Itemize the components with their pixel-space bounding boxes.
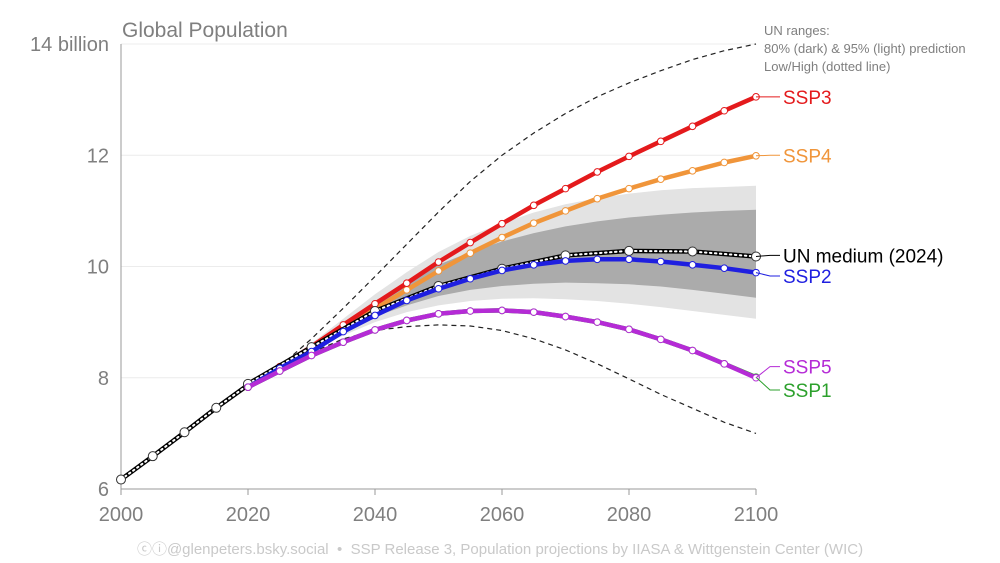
- point-ssp4: [720, 158, 729, 167]
- point-ssp4: [434, 267, 443, 275]
- point-ssp2: [371, 311, 379, 320]
- point-ssp3: [529, 201, 538, 210]
- leader-ssp5: [755, 366, 780, 379]
- series-ssp2: [244, 255, 760, 392]
- point-ssp4: [498, 233, 506, 242]
- point-ssp5: [371, 326, 379, 334]
- point-ssp4: [561, 207, 570, 215]
- point-ssp5: [244, 383, 252, 392]
- point-ssp4: [466, 249, 475, 257]
- series-historical: [116, 379, 253, 485]
- chart-title: Global Population: [122, 19, 288, 42]
- point-ssp4: [656, 175, 665, 183]
- point-ssp2: [498, 266, 506, 275]
- point-ssp5: [498, 306, 506, 315]
- note-line-2: 80% (dark) & 95% (light) prediction: [764, 41, 966, 56]
- point-ssp5: [593, 318, 602, 326]
- x-tick-label: 2060: [480, 504, 525, 526]
- y-tick-label: 6: [98, 479, 109, 501]
- point-historical: [147, 451, 158, 462]
- un-ranges-note: UN ranges: 80% (dark) & 95% (light) pred…: [764, 23, 966, 74]
- point-ssp5: [720, 360, 729, 368]
- point-ssp2: [434, 284, 443, 293]
- x-tick-label: 2020: [226, 504, 271, 526]
- point-ssp5: [561, 312, 570, 321]
- point-ssp4: [402, 286, 411, 294]
- un-low-high-dashed-lines: [279, 43, 757, 434]
- point-ssp5: [625, 325, 633, 334]
- point-ssp2: [656, 257, 665, 266]
- point-ssp5: [275, 367, 284, 375]
- x-tick-label: 2100: [734, 504, 779, 526]
- point-historical: [116, 474, 126, 485]
- point-ssp4: [625, 184, 633, 193]
- point-un-medium-2024: [624, 245, 634, 256]
- note-line-1: UN ranges:: [764, 23, 830, 38]
- point-ssp3: [561, 184, 570, 193]
- note-line-3: Low/High (dotted line): [764, 59, 890, 74]
- point-ssp5: [402, 316, 411, 325]
- point-ssp2: [625, 255, 633, 264]
- point-ssp3: [434, 258, 443, 266]
- point-ssp3: [402, 279, 411, 287]
- point-ssp5: [688, 346, 697, 355]
- point-ssp3: [466, 238, 475, 247]
- point-ssp5: [434, 309, 443, 318]
- footer-credit: ⓒⓘ@glenpeters.bsky.social: [136, 541, 329, 558]
- leader-ssp1: [755, 376, 780, 391]
- series-ssp5: [244, 306, 760, 392]
- point-ssp5: [339, 338, 348, 346]
- point-ssp2: [339, 327, 348, 336]
- point-ssp3: [720, 106, 729, 115]
- point-ssp5: [307, 351, 316, 360]
- point-ssp3: [656, 137, 665, 146]
- footer-source: SSP Release 3, Population projections by…: [350, 541, 864, 558]
- point-ssp4: [529, 219, 538, 227]
- series-ssp3: [244, 93, 760, 392]
- y-tick-label: 10: [87, 257, 109, 279]
- point-ssp5: [466, 307, 475, 315]
- x-tick-label: 2040: [353, 504, 398, 526]
- label-un-medium-2024: UN medium (2024): [783, 246, 944, 267]
- label-ssp1: SSP1: [783, 381, 832, 402]
- y-tick-label: 14 billion: [30, 34, 109, 56]
- point-ssp2: [402, 296, 411, 305]
- un-low-line: [279, 324, 757, 434]
- x-tick-label: 2000: [99, 504, 144, 526]
- leader-un-medium-2024: [755, 254, 780, 257]
- point-ssp5: [529, 308, 538, 316]
- footer: ⓒⓘ@glenpeters.bsky.social • SSP Release …: [0, 538, 1000, 559]
- label-ssp4: SSP4: [783, 146, 832, 167]
- point-ssp4: [593, 194, 602, 203]
- label-ssp3: SSP3: [783, 88, 832, 109]
- y-tick-label: 8: [98, 368, 109, 390]
- series-line-ssp5: [245, 308, 759, 390]
- point-historical: [211, 402, 222, 413]
- point-ssp3: [593, 168, 602, 176]
- point-ssp2: [720, 264, 729, 272]
- label-ssp2: SSP2: [783, 267, 832, 288]
- point-ssp2: [561, 257, 570, 265]
- y-tick-label: 12: [87, 145, 109, 167]
- point-ssp3: [498, 219, 506, 228]
- axes: 6 8 10 12 14 billion 2000 2020 2040 2060 2080 2100: [30, 34, 778, 526]
- un-high-line: [279, 43, 757, 368]
- label-ssp5: SSP5: [783, 358, 832, 379]
- point-ssp3: [625, 152, 633, 161]
- point-ssp4: [688, 167, 697, 175]
- point-un-medium-2024: [687, 246, 698, 257]
- leader-ssp4: [755, 154, 780, 157]
- footer-separator: •: [336, 541, 343, 558]
- point-ssp2: [466, 274, 475, 283]
- x-tick-label: 2080: [607, 504, 652, 526]
- point-ssp2: [688, 261, 697, 269]
- point-historical: [179, 427, 190, 438]
- point-ssp2: [529, 261, 538, 269]
- point-ssp3: [688, 122, 697, 131]
- point-ssp5: [656, 335, 665, 344]
- leader-ssp2: [755, 272, 780, 277]
- point-ssp2: [593, 255, 602, 264]
